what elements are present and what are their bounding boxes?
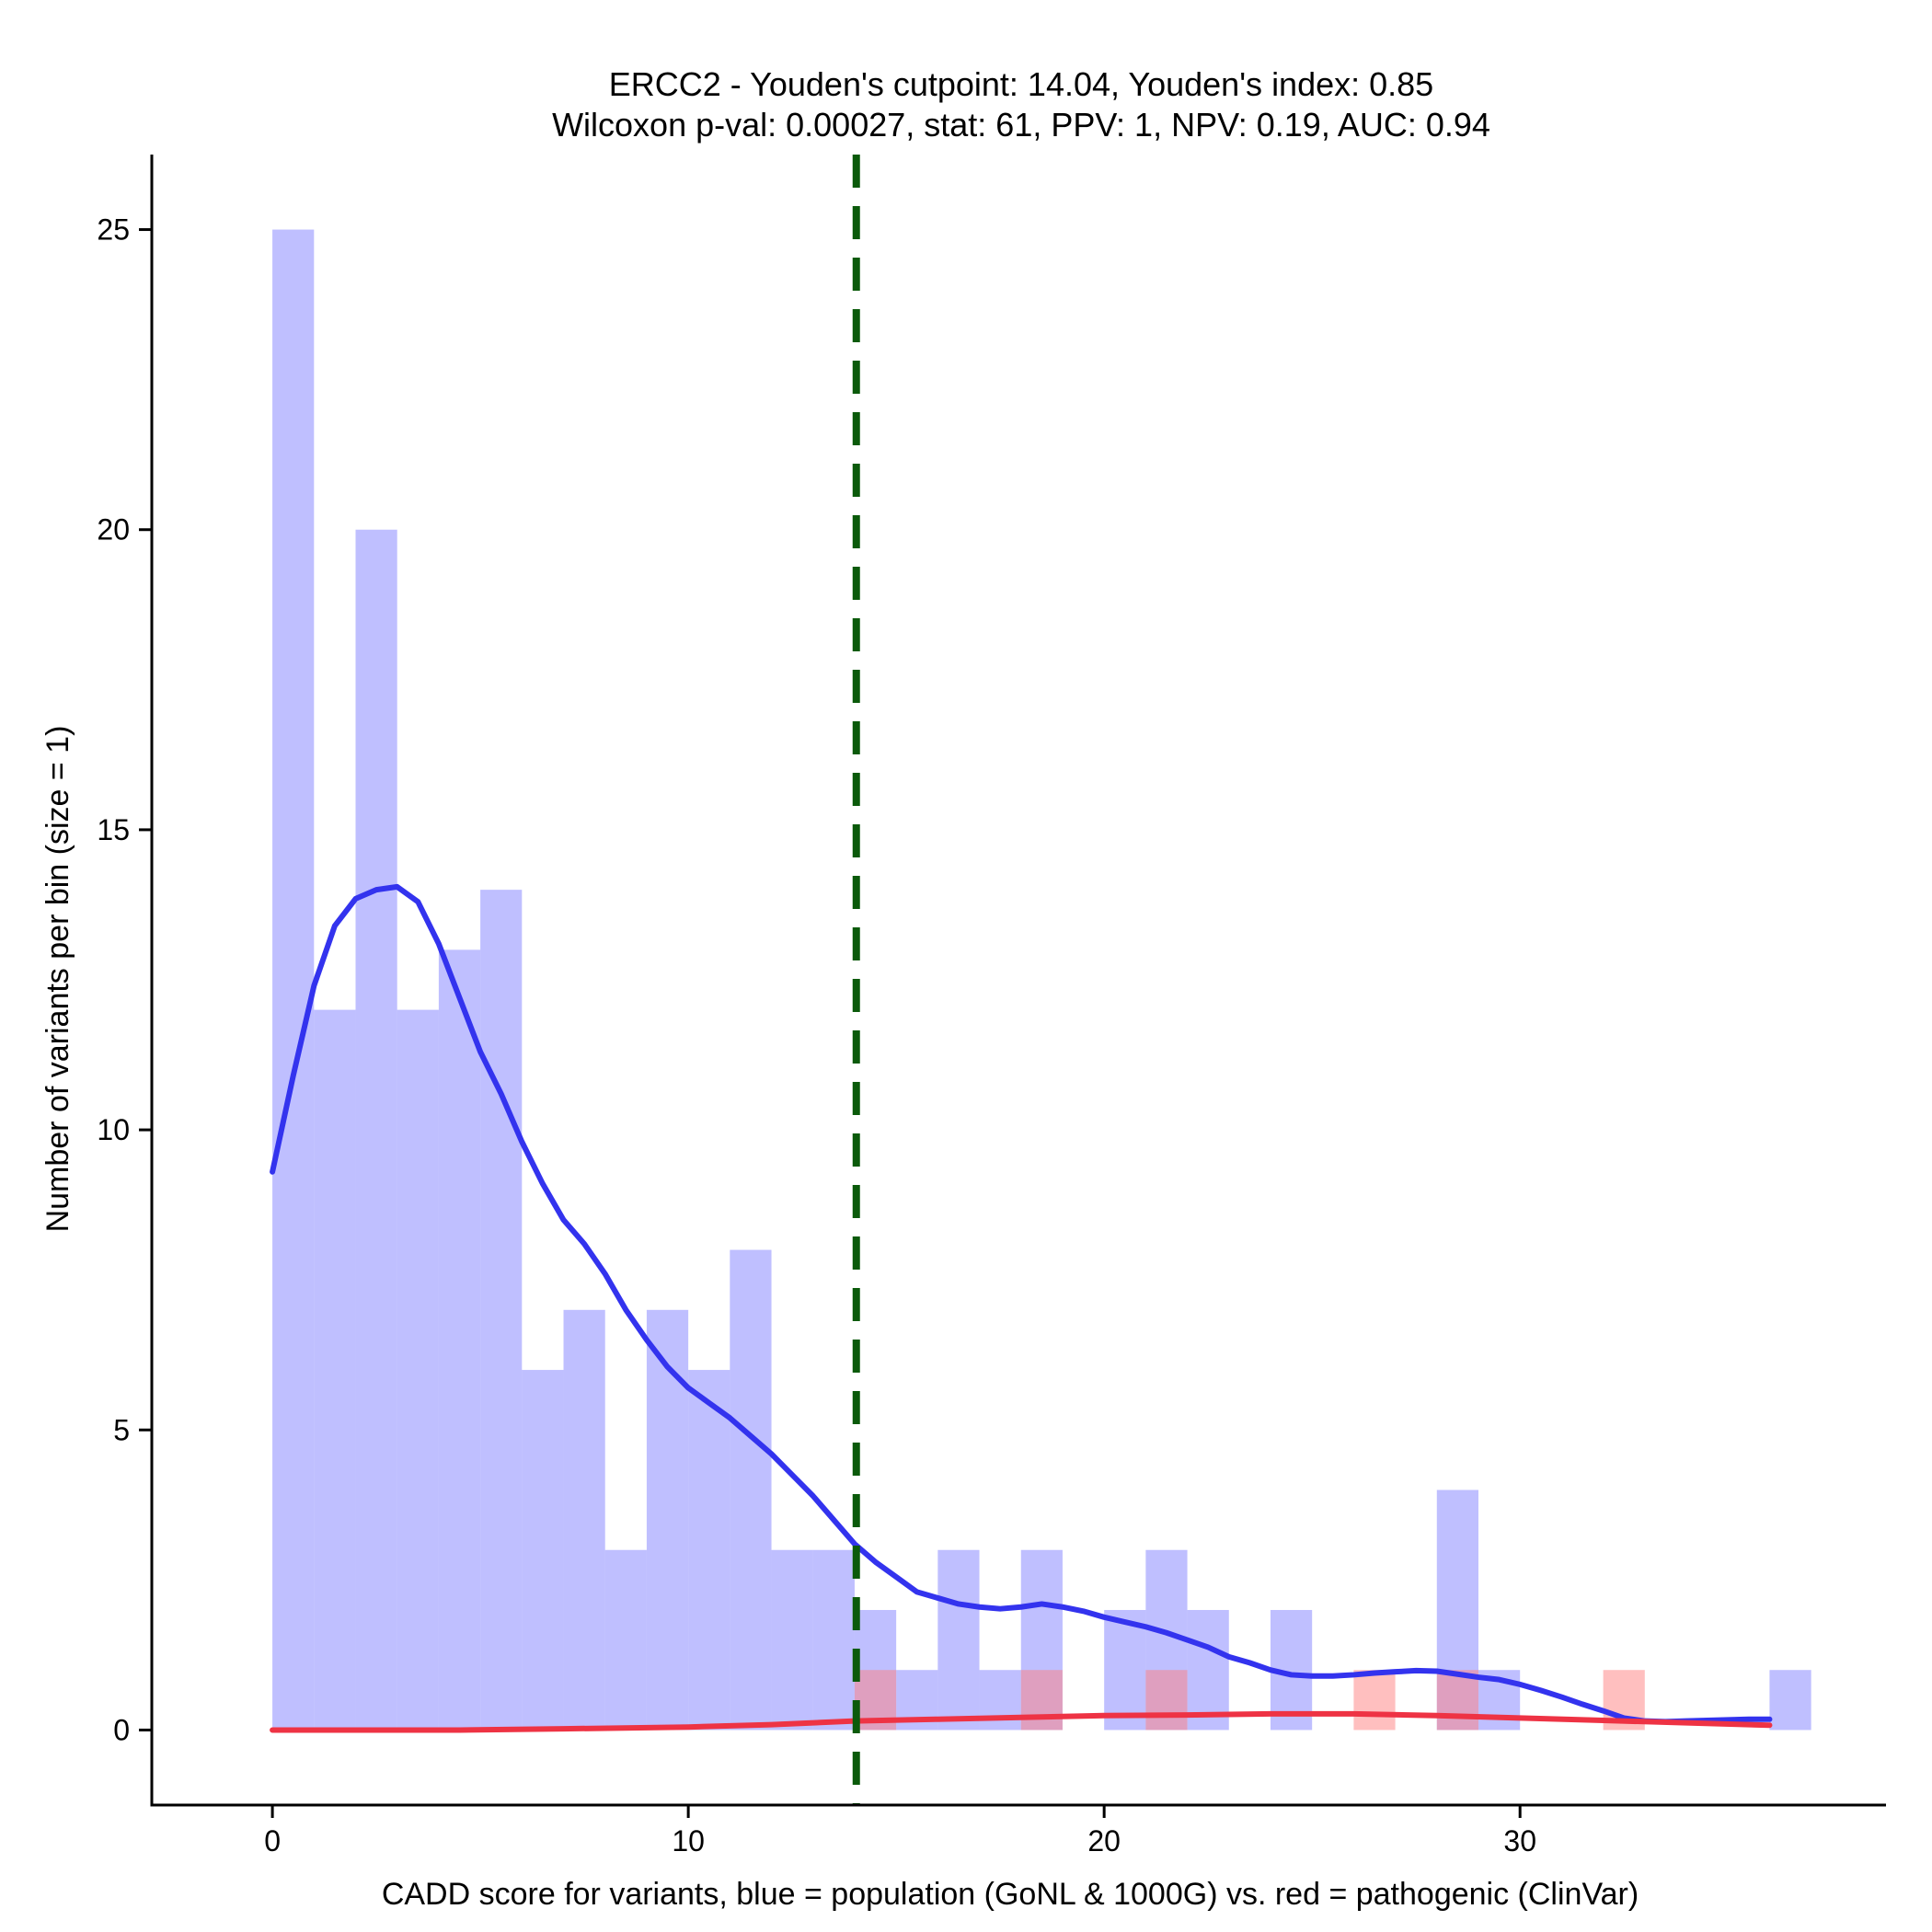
population-bar-7 [563,1309,605,1731]
x-axis-ticks: 0 10 20 30 [264,1805,1536,1857]
population-bar-1 [314,1009,356,1731]
population-bar-9 [646,1309,689,1731]
pathogenic-density-curve [270,1710,1773,1733]
x-axis-label: CADD score for variants, blue = populati… [382,1877,1639,1912]
population-bar-2 [355,529,397,1731]
population-bar-20 [1104,1609,1146,1731]
x-tick-label-0: 0 [264,1824,281,1857]
population-density-curve [270,883,1773,1725]
y-tick-label-0: 0 [113,1713,130,1746]
population-bar-12 [771,1549,813,1731]
pathogenic-bar-28 [1436,1670,1478,1731]
population-bar-22 [1187,1609,1229,1731]
population-bar-13 [812,1549,855,1731]
x-tick-label-20: 20 [1087,1824,1121,1857]
y-tick-label-25: 25 [97,213,130,247]
population-bar-4 [438,949,481,1731]
y-tick-label-15: 15 [97,813,130,846]
y-tick-label-20: 20 [97,513,130,546]
population-bar-0 [272,229,315,1731]
population-bar-10 [688,1370,730,1731]
population-bar-11 [730,1249,772,1731]
x-tick-label-10: 10 [672,1824,705,1857]
chart-title-line2: Wilcoxon p-val: 0.00027, stat: 61, PPV: … [552,106,1490,144]
y-tick-label-10: 10 [97,1113,130,1146]
population-bar-5 [480,890,523,1731]
chart-title-line1: ERCC2 - Youden's cutpoint: 14.04, Youden… [609,65,1433,103]
pathogenic-bar-18 [1020,1670,1063,1731]
population-bar-16 [937,1549,980,1731]
y-tick-label-5: 5 [113,1413,130,1446]
population-bar-3 [397,1009,439,1731]
y-axis-ticks: 0 5 10 15 20 25 [97,213,152,1746]
population-bar-17 [979,1670,1021,1731]
x-tick-label-30: 30 [1503,1824,1536,1857]
pathogenic-bar-26 [1353,1670,1396,1731]
population-bar-8 [604,1549,647,1731]
population-bars [272,229,1811,1731]
population-bar-36 [1769,1670,1811,1731]
y-axis-label: Number of variants per bin (size = 1) [40,726,75,1233]
pathogenic-bar-21 [1145,1670,1188,1731]
population-bar-6 [522,1370,564,1731]
